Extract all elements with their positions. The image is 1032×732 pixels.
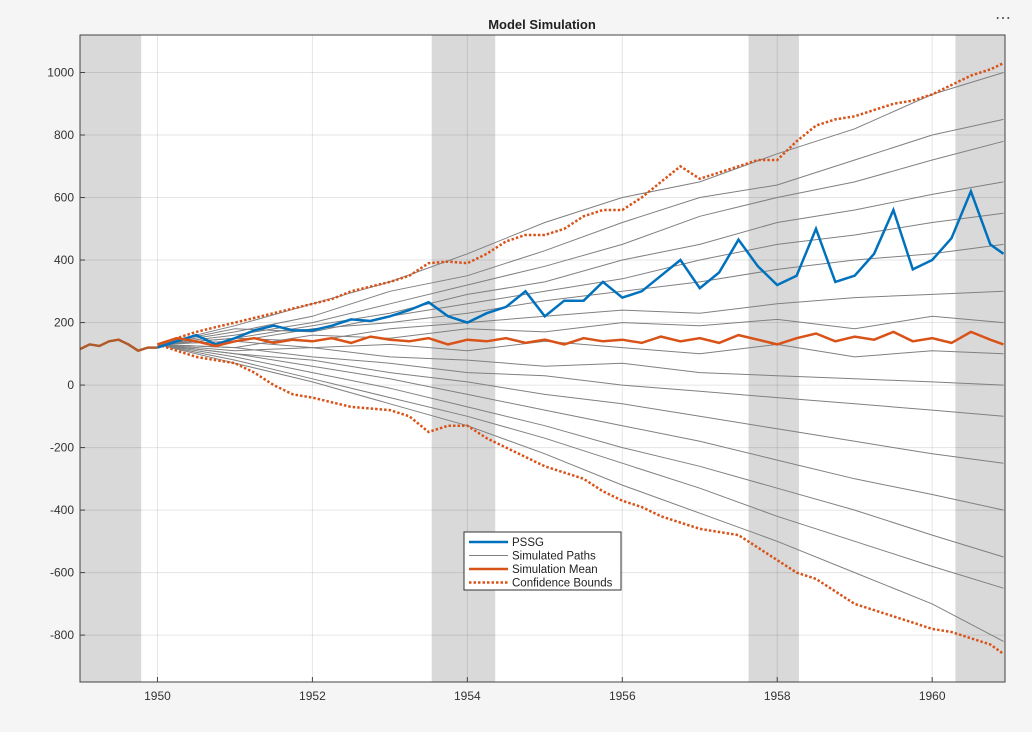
simulated-path	[157, 72, 1004, 345]
y-tick-label: 600	[54, 191, 74, 205]
simulated-path	[157, 343, 1004, 558]
recession-band	[955, 35, 1005, 682]
chart-title: Model Simulation	[488, 17, 596, 32]
simulated-path	[157, 343, 1004, 589]
simulated-path	[157, 340, 1004, 358]
simulated-path	[157, 343, 1004, 386]
axes-box	[79, 34, 1006, 683]
legend-label: Simulated Paths	[512, 551, 596, 563]
y-tick-label: -200	[50, 441, 74, 455]
recession-band	[748, 35, 799, 682]
ellipsis-icon[interactable]: ⋯	[995, 10, 1012, 27]
simulated-path	[157, 343, 1004, 511]
pssg-history-line	[79, 338, 158, 353]
y-tick-label: 1000	[47, 66, 74, 80]
x-tick-label: 1950	[144, 689, 171, 703]
x-tick-label: 1952	[299, 689, 326, 703]
pssg-line	[157, 187, 1005, 349]
y-tick-label: -600	[50, 566, 74, 580]
simulated-path	[157, 118, 1004, 345]
recession-band	[80, 35, 142, 682]
y-tick-label: 400	[54, 253, 74, 267]
x-tick-label: 1958	[764, 689, 791, 703]
x-tick-label: 1954	[454, 689, 481, 703]
legend-label: Simulation Mean	[512, 564, 598, 576]
y-tick-label: 200	[54, 316, 74, 330]
simulated-path	[157, 315, 1004, 349]
legend-label: Confidence Bounds	[512, 578, 613, 590]
simulated-path	[157, 343, 1004, 417]
y-tick-label: 0	[67, 378, 74, 392]
x-tick-label: 1956	[609, 689, 636, 703]
y-tick-label: -400	[50, 503, 74, 517]
legend-label: PSSG	[512, 537, 544, 549]
simulated-path	[157, 343, 1004, 642]
y-tick-label: 800	[54, 128, 74, 142]
simulated-path	[157, 343, 1004, 464]
simulated-path	[157, 140, 1004, 345]
upper-confidence-bound	[157, 61, 1005, 346]
y-tick-label: -800	[50, 628, 74, 642]
simulated-path	[157, 181, 1004, 345]
x-tick-label: 1960	[919, 689, 946, 703]
simulation-mean-line	[157, 330, 1004, 348]
